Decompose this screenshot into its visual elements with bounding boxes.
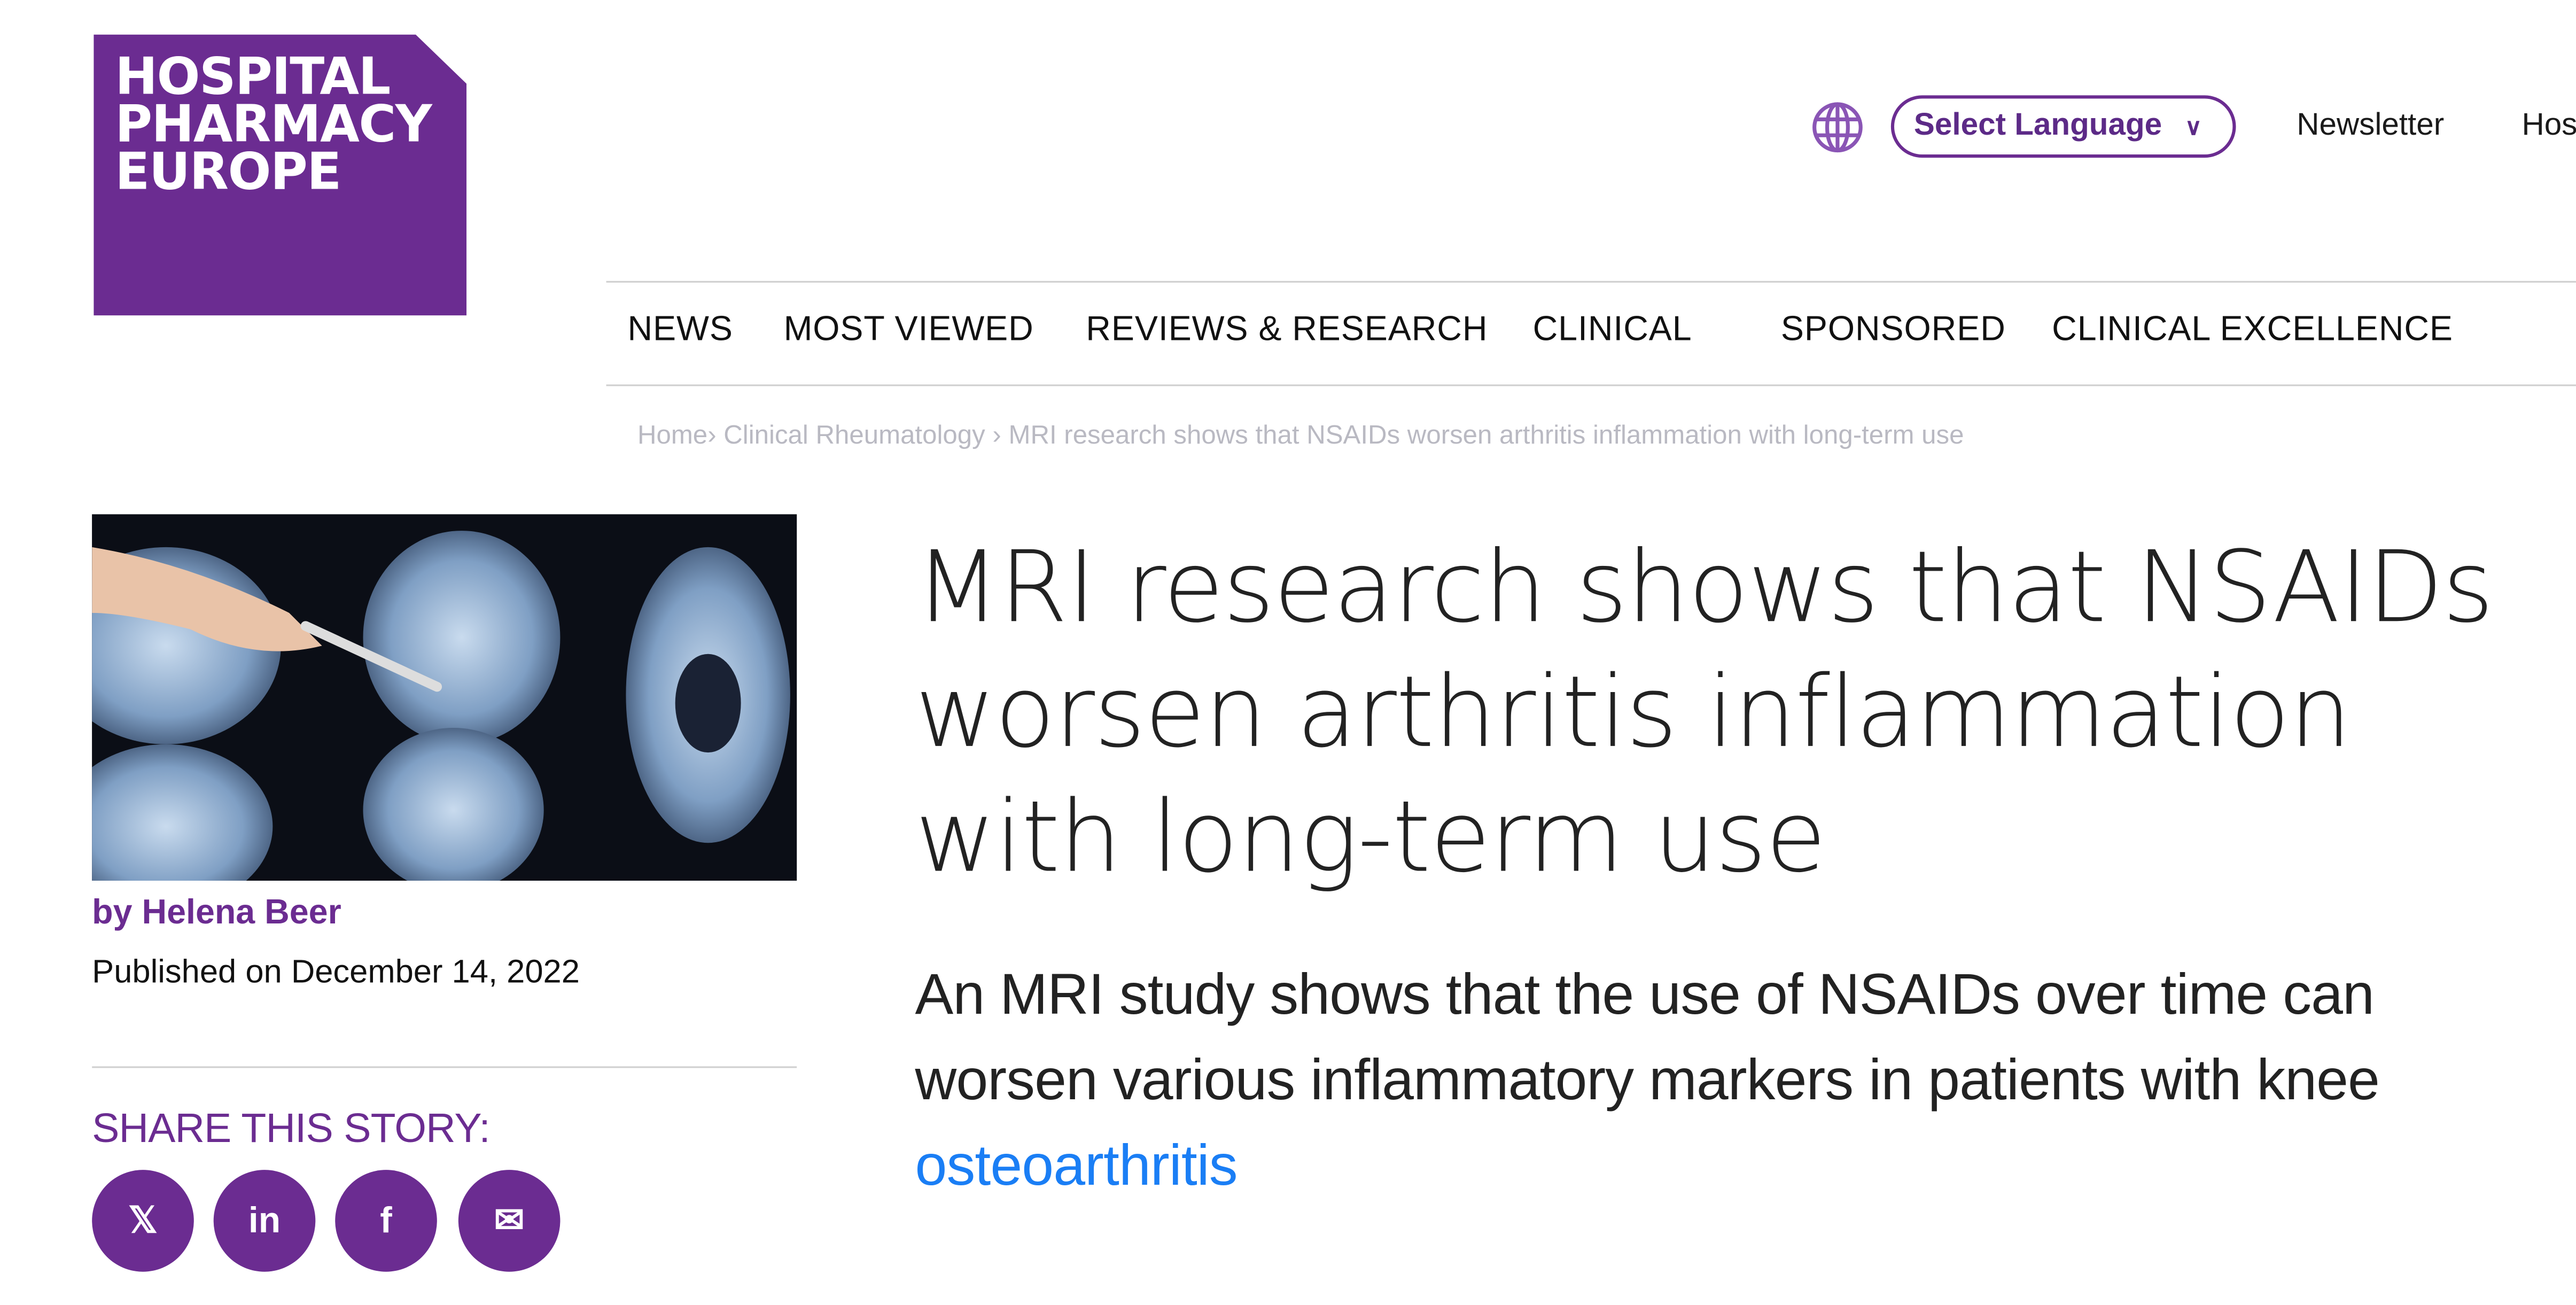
osteoarthritis-link[interactable]: osteoarthritis [915,1133,1238,1198]
chevron-down-icon: ∨ [2185,112,2202,139]
article-hero-image [92,514,797,881]
lede-text: An MRI study shows that the use of NSAID… [915,962,2380,1113]
facebook-icon: f [380,1199,392,1241]
nav-clinical[interactable]: CLINICAL [1532,310,1692,348]
language-select[interactable]: Select Language ∨ [1890,95,2236,158]
share-label: SHARE THIS STORY: [92,1106,491,1152]
author-link[interactable]: by Helena Beer [92,894,341,932]
publish-date: Published on December 14, 2022 [92,954,580,991]
breadcrumb-separator: › [992,422,1001,450]
nav-reviews-research[interactable]: REVIEWS & RESEARCH [1086,310,1488,348]
x-icon: 𝕏 [128,1199,158,1241]
nav-most-viewed[interactable]: MOST VIEWED [783,310,1034,348]
language-select-label: Select Language [1913,108,2162,143]
nav-top-divider [606,281,2576,283]
newsletter-link[interactable]: Newsletter [2297,108,2445,143]
breadcrumb-separator: › [707,422,717,450]
share-x-button[interactable]: 𝕏 [92,1170,194,1272]
header-link-truncated[interactable]: Hos [2521,108,2576,143]
nav-clinical-excellence[interactable]: CLINICAL EXCELLENCE [2052,310,2453,348]
breadcrumb-section[interactable]: Clinical Rheumatology [723,422,985,450]
globe-icon[interactable] [1810,100,1864,154]
nav-news[interactable]: NEWS [627,310,733,348]
logo-text: HOSPITAL PHARMACY EUROPE [115,48,432,203]
site-logo[interactable]: HOSPITAL PHARMACY EUROPE [94,34,467,316]
share-linkedin-button[interactable]: in [213,1170,316,1272]
share-facebook-button[interactable]: f [335,1170,437,1272]
share-divider [92,1066,797,1068]
linkedin-icon: in [248,1199,281,1241]
article-lede: An MRI study shows that the use of NSAID… [915,953,2558,1209]
share-email-button[interactable]: ✉ [458,1170,561,1272]
breadcrumb-home[interactable]: Home [637,422,708,450]
breadcrumb: Home› Clinical Rheumatology › MRI resear… [637,422,1964,452]
nav-sponsored[interactable]: SPONSORED [1780,310,2006,348]
nav-bottom-divider [606,384,2576,386]
email-icon: ✉ [494,1199,525,1241]
article-title: MRI research shows that NSAIDs worsen ar… [915,531,2494,896]
breadcrumb-current: MRI research shows that NSAIDs worsen ar… [1008,422,1964,450]
